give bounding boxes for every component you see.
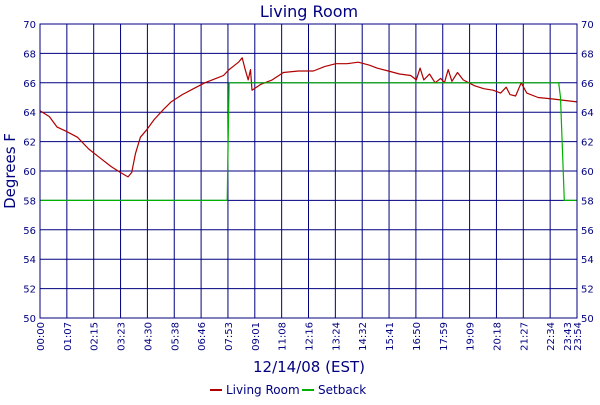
y-axis-label: Degrees F	[1, 133, 19, 209]
x-tick-label: 15:41	[385, 322, 396, 351]
y-tick-label-left: 64	[23, 108, 36, 119]
x-tick-label: 00:00	[36, 322, 47, 351]
x-tick-label: 20:18	[492, 322, 503, 351]
y-tick-label-left: 70	[23, 20, 36, 31]
series-line-1	[39, 57, 578, 178]
x-tick-label: 11:08	[278, 322, 289, 351]
y-tick-label-left: 52	[23, 285, 36, 296]
y-tick-label-right: 54	[581, 255, 594, 266]
x-tick-label: 17:59	[439, 322, 450, 351]
series-lines	[39, 57, 578, 201]
y-tick-label-right: 50	[581, 314, 594, 325]
y-tick-label-right: 52	[581, 285, 594, 296]
legend: Living Room Setback	[210, 383, 366, 397]
y-tick-label-right: 70	[581, 20, 594, 31]
x-tick-label: 23:54	[573, 322, 584, 351]
x-tick-label: 01:07	[63, 322, 74, 351]
x-tick-label: 14:32	[358, 322, 369, 351]
y-tick-label-left: 54	[23, 255, 36, 266]
x-tick-label: 09:01	[251, 322, 262, 351]
x-tick-label: 23:43	[563, 322, 574, 351]
y-tick-label-right: 62	[581, 138, 594, 149]
y-tick-label-left: 62	[23, 138, 36, 149]
y-tick-label-right: 58	[581, 196, 594, 207]
y-tick-label-left: 58	[23, 196, 36, 207]
y-tick-label-left: 66	[23, 79, 36, 90]
x-tick-label: 05:38	[170, 322, 181, 351]
x-tick-label: 07:53	[224, 322, 235, 351]
x-tick-label: 16:50	[412, 322, 423, 351]
y-tick-label-left: 56	[23, 226, 36, 237]
legend-label-2: Setback	[318, 383, 366, 397]
grid-lines	[40, 23, 577, 319]
y-tick-label-left: 60	[23, 167, 36, 178]
x-tick-label: 12:16	[305, 322, 316, 351]
x-tick-label: 04:30	[143, 322, 154, 351]
x-tick-label: 06:46	[197, 322, 208, 351]
series-line-2	[40, 82, 577, 201]
chart-title: Living Room	[260, 2, 358, 21]
y-tick-label-left: 68	[23, 49, 36, 60]
plot-frame	[39, 23, 578, 319]
y-tick-label-left: 50	[23, 314, 36, 325]
y-tick-label-right: 56	[581, 226, 594, 237]
x-tick-label: 03:23	[117, 322, 128, 351]
y-tick-label-right: 66	[581, 79, 594, 90]
y-tick-label-right: 68	[581, 49, 594, 60]
x-tick-label: 21:27	[519, 322, 530, 351]
x-tick-label: 02:15	[90, 322, 101, 351]
x-tick-label: 13:24	[331, 322, 342, 351]
x-tick-label: 22:34	[546, 322, 557, 351]
tick-labels: 50 50 52 52 54 54 56 56 58 58 60 60 62 62 64 64 66 66 68 68…	[23, 20, 593, 351]
y-tick-label-right: 64	[581, 108, 594, 119]
x-axis-label: 12/14/08 (EST)	[253, 358, 365, 376]
x-tick-label: 19:09	[466, 322, 477, 351]
y-tick-label-right: 60	[581, 167, 594, 178]
legend-label-1: Living Room	[226, 383, 300, 397]
